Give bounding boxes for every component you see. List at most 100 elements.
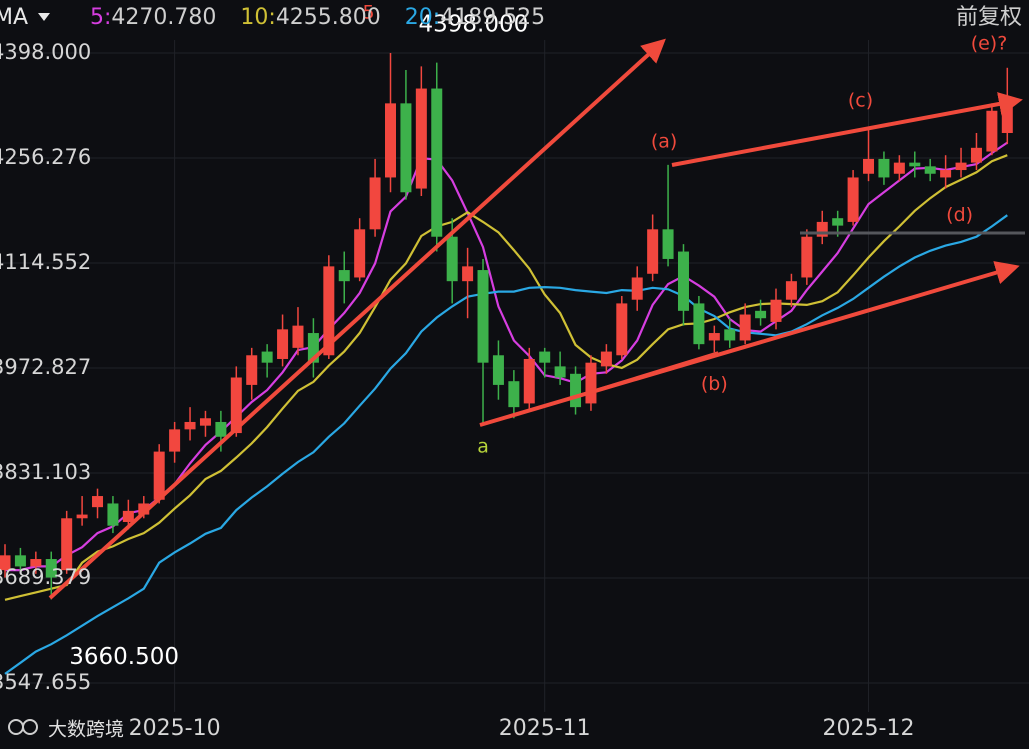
candle-body — [354, 229, 366, 278]
trend-arrow — [48, 38, 666, 600]
candle-body — [477, 270, 489, 363]
y-tick-label: 3547.655 — [0, 670, 91, 694]
candle-body — [323, 266, 335, 356]
candle-body — [816, 221, 828, 237]
candle-body — [431, 88, 443, 237]
wave-line — [671, 129, 863, 166]
candle-body — [230, 377, 242, 434]
candle-body — [107, 503, 119, 526]
candle-body — [554, 366, 566, 378]
annotation: 4398.000 — [419, 11, 529, 37]
candle-body — [770, 299, 782, 322]
indicator-label: MA — [0, 5, 28, 30]
candle-body — [446, 236, 458, 282]
candle-body — [523, 358, 535, 404]
candle-body — [215, 421, 227, 437]
candle-body — [631, 277, 643, 300]
candle-body — [246, 355, 258, 385]
candle-body — [400, 103, 412, 193]
x-tick-label: 2025-11 — [499, 716, 591, 741]
adjust-mode[interactable]: 前复权 — [956, 5, 1022, 30]
candle-body — [647, 229, 659, 274]
y-tick-label: 3831.103 — [0, 460, 91, 484]
ma-line — [4, 154, 1008, 601]
annotation: 3660.500 — [69, 644, 179, 670]
candle-body — [508, 381, 520, 408]
candle-body — [153, 451, 165, 500]
annotation: (d) — [946, 204, 973, 226]
candle-body — [415, 88, 427, 189]
candle-body — [832, 218, 844, 226]
candle-body — [970, 147, 982, 163]
candle-body — [307, 333, 319, 363]
candle-body — [385, 103, 396, 178]
annotation: (e)? — [971, 32, 1008, 54]
y-tick-label: 4256.276 — [0, 145, 91, 169]
y-tick-label: 4398.000 — [0, 40, 91, 64]
grid — [0, 40, 1029, 712]
candle-body — [616, 303, 628, 356]
candle-body — [462, 266, 474, 282]
watermark-text: 大数跨境 — [48, 719, 124, 741]
candle-body — [184, 421, 196, 430]
candle-body — [924, 166, 936, 174]
candle-body — [785, 281, 797, 300]
y-tick-label: 3689.379 — [0, 565, 91, 589]
candle-body — [277, 329, 289, 359]
watermark-logo — [22, 719, 38, 735]
wave-line — [479, 351, 719, 426]
candle-body — [0, 555, 11, 571]
annotations: 5 4398.000 3660.500 a (a) (b) (c) (d) (e)? — [69, 1, 1007, 669]
candle-body — [585, 362, 597, 404]
candle-body — [492, 355, 504, 385]
ma-line — [4, 214, 1008, 675]
candle-body — [801, 236, 813, 278]
y-tick-label: 4114.552 — [0, 250, 91, 274]
candle-body — [755, 310, 767, 319]
candle-body — [600, 351, 612, 367]
candle-body — [76, 514, 88, 519]
legend-name: 10: — [240, 5, 275, 30]
watermark: 大数跨境 — [8, 719, 124, 741]
legend-value: 4255.800 — [276, 5, 381, 30]
annotation: (b) — [701, 373, 728, 395]
annotation: (c) — [848, 90, 873, 112]
trend-arrow — [479, 261, 1020, 427]
candle-body — [92, 496, 104, 508]
candle-body — [847, 177, 859, 222]
candle-body — [369, 177, 381, 230]
x-tick-label: 2025-12 — [823, 716, 915, 741]
candle-body — [909, 162, 921, 167]
legend-name: 20: — [405, 5, 440, 30]
wave-lines — [48, 38, 1023, 600]
candle-body — [169, 429, 181, 452]
legend-value: 4189.525 — [440, 5, 545, 30]
candle-body — [45, 559, 57, 578]
dropdown-icon[interactable] — [38, 13, 50, 21]
candle-body — [199, 418, 211, 426]
x-tick-label: 2025-10 — [129, 716, 221, 741]
candle-body — [693, 303, 705, 345]
candle-body — [955, 162, 967, 171]
annotation: 5 — [362, 1, 374, 23]
legend: 5:4270.780 10:4255.800 20:4189.525 — [90, 5, 545, 30]
candle-body — [138, 503, 150, 515]
candle-body — [1001, 103, 1013, 133]
candle-body — [61, 518, 73, 571]
annotation: a — [477, 435, 489, 457]
y-tick-label: 3972.827 — [0, 355, 91, 379]
legend-value: 4270.780 — [111, 5, 216, 30]
candle-body — [893, 162, 905, 174]
candle-body — [708, 333, 720, 341]
candle-body — [863, 158, 875, 174]
candle-body — [940, 170, 952, 178]
candle-body — [14, 555, 26, 567]
candle-body — [986, 110, 998, 152]
candle-body — [677, 251, 689, 311]
candle-body — [662, 229, 674, 259]
legend-name: 5: — [90, 5, 111, 30]
candle-body — [570, 373, 582, 408]
candle-body — [122, 510, 134, 522]
